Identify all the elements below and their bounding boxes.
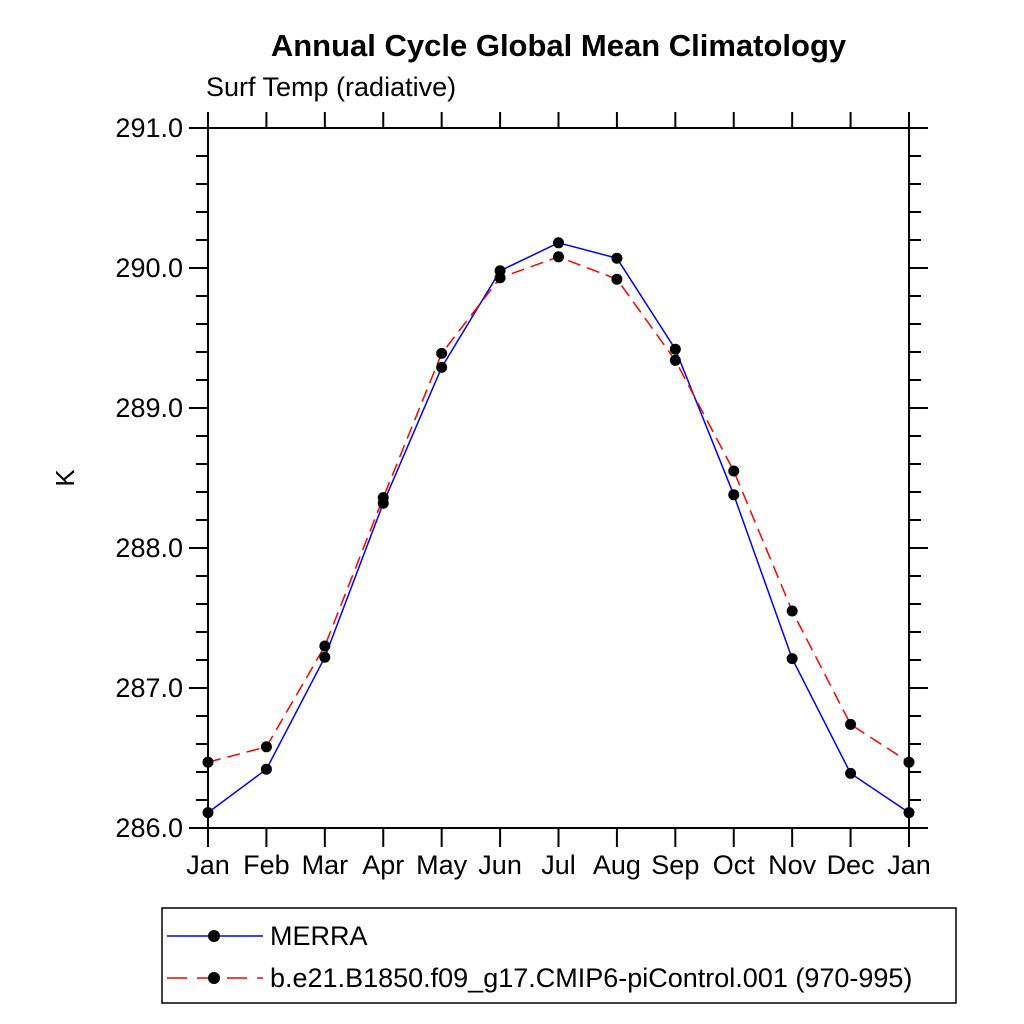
legend-box <box>161 907 957 1004</box>
legend-label: MERRA <box>270 921 368 951</box>
data-point-marker <box>553 237 564 249</box>
chart-title: Annual Cycle Global Mean Climatology <box>270 28 847 63</box>
chart-subtitle: Surf Temp (radiative) <box>206 72 457 102</box>
data-point-marker <box>319 651 331 663</box>
x-tick-label: Oct <box>713 850 756 880</box>
y-axis-label: K <box>50 469 80 487</box>
picontrol-line <box>207 255 910 763</box>
data-point-marker <box>436 347 448 359</box>
data-point-marker <box>494 272 506 284</box>
x-tick-label: Jan <box>887 850 931 880</box>
x-tick-label: Dec <box>827 850 875 880</box>
data-point-marker <box>611 273 623 285</box>
chart-frame <box>207 127 910 829</box>
x-tick-label: Sep <box>651 850 699 880</box>
data-point-marker <box>786 653 798 665</box>
x-tick-label: May <box>416 850 468 880</box>
data-point-marker <box>319 640 331 652</box>
data-point-marker <box>728 489 740 501</box>
merra-line <box>207 242 910 814</box>
data-point-marker <box>260 741 272 753</box>
data-point-marker <box>377 492 389 504</box>
data-point-marker <box>903 756 915 768</box>
y-tick-label: 287.0 <box>115 673 183 703</box>
data-point-marker <box>611 252 623 264</box>
x-tick-label: Feb <box>243 850 290 880</box>
x-tick-label: Apr <box>362 850 404 880</box>
data-point-marker <box>845 718 857 730</box>
x-tick-label: Aug <box>593 850 641 880</box>
data-point-marker <box>728 465 740 477</box>
data-point-marker <box>260 763 272 775</box>
y-tick-label: 286.0 <box>115 813 183 843</box>
legend-label: b.e21.B1850.f09_g17.CMIP6-piControl.001 … <box>270 963 912 993</box>
data-point-marker <box>786 605 798 617</box>
y-tick-label: 290.0 <box>115 253 183 283</box>
data-point-marker <box>202 756 214 768</box>
y-tick-label: 289.0 <box>115 393 183 423</box>
x-tick-label: Jul <box>541 850 576 880</box>
x-tick-label: Nov <box>768 850 817 880</box>
y-tick-label: 288.0 <box>115 533 183 563</box>
x-tick-label: Mar <box>302 850 349 880</box>
y-tick-label: 291.0 <box>115 113 183 143</box>
x-tick-label: Jun <box>478 850 522 880</box>
data-point-marker <box>436 361 448 373</box>
data-point-marker <box>553 251 564 263</box>
data-point-marker <box>845 767 857 779</box>
data-point-marker <box>202 807 214 819</box>
data-point-marker <box>669 343 681 355</box>
data-point-marker <box>903 807 915 819</box>
legend-marker-dot <box>208 972 220 984</box>
x-tick-label: Jan <box>186 850 230 880</box>
legend-marker-dot <box>208 930 220 942</box>
data-point-marker <box>669 354 681 366</box>
